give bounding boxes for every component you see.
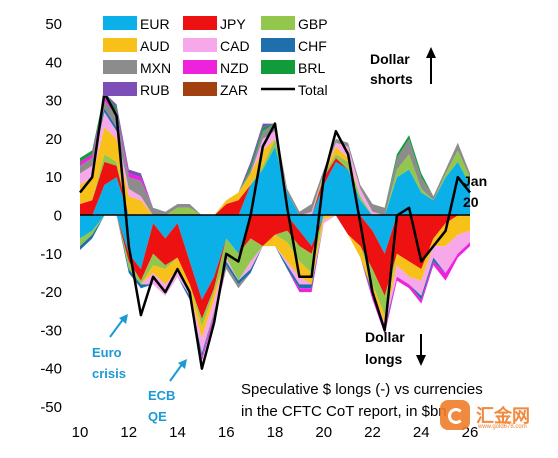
y-tick-label: 50	[45, 16, 62, 33]
y-tick-label: -10	[40, 246, 62, 263]
legend-swatch-jpy	[183, 16, 217, 30]
legend: EUR JPY GBP AUD CAD CHF MXN NZD BRL RUB ZAR Total	[103, 16, 328, 98]
stacked-areas	[80, 92, 470, 361]
legend-swatch-aud	[103, 38, 137, 52]
dollar-longs-label-2: longs	[365, 351, 403, 367]
x-tick-label: 18	[267, 424, 284, 441]
legend-label-eur: EUR	[140, 16, 170, 32]
y-tick-label: -50	[40, 399, 62, 416]
jan-label: Jan	[463, 173, 487, 189]
y-tick-label: 40	[45, 54, 62, 71]
y-tick-label: 30	[45, 93, 62, 110]
x-tick-label: 12	[120, 424, 137, 441]
x-tick-label: 24	[413, 424, 430, 441]
euro-crisis-arrow-icon	[109, 314, 128, 338]
legend-label-brl: BRL	[298, 60, 325, 76]
x-tick-label: 16	[218, 424, 235, 441]
legend-swatch-eur	[103, 16, 137, 30]
dollar-longs-label: Dollar	[365, 329, 405, 345]
legend-label-rub: RUB	[140, 82, 170, 98]
area-cad-long	[80, 112, 470, 216]
legend-label-mxn: MXN	[140, 60, 171, 76]
legend-swatch-cad	[183, 38, 217, 52]
area-eur-long	[80, 146, 470, 216]
legend-swatch-nzd	[183, 60, 217, 74]
legend-label-total: Total	[298, 82, 328, 98]
euro-crisis-label: Euro	[92, 345, 122, 360]
legend-label-nzd: NZD	[220, 60, 249, 76]
y-tick-label: 20	[45, 131, 62, 148]
total-line-group	[79, 91, 471, 370]
legend-label-chf: CHF	[298, 38, 327, 54]
y-tick-label: -20	[40, 284, 62, 301]
y-tick-label: -30	[40, 322, 62, 339]
jan-label-2: 20	[463, 194, 479, 210]
down-arrow-icon	[416, 334, 426, 366]
caption-line-1: Speculative $ longs (-) vs currencies	[241, 381, 483, 398]
x-axis: 10 12 14 16 18 20 22 24 26	[72, 424, 479, 441]
y-axis: 50 40 30 20 10 0 -10 -20 -30 -40 -50	[40, 16, 62, 416]
legend-swatch-gbp	[261, 16, 295, 30]
y-tick-label: 10	[45, 169, 62, 186]
legend-label-zar: ZAR	[220, 82, 248, 98]
x-tick-label: 10	[72, 424, 89, 441]
watermark-text: 汇金网	[476, 406, 530, 426]
area-jpy-short	[80, 215, 470, 319]
euro-crisis-label-2: crisis	[92, 366, 126, 381]
caption-line-2: in the CFTC CoT report, in $bn	[241, 403, 447, 420]
x-tick-label: 14	[169, 424, 186, 441]
legend-swatch-mxn	[103, 60, 137, 74]
y-tick-label: 0	[54, 208, 62, 225]
legend-swatch-zar	[183, 82, 217, 96]
x-tick-label: 20	[315, 424, 332, 441]
legend-label-jpy: JPY	[220, 16, 246, 32]
legend-swatch-chf	[261, 38, 295, 52]
legend-swatch-rub	[103, 82, 137, 96]
watermark: 汇金网	[440, 398, 554, 432]
up-arrow-icon	[426, 47, 436, 84]
x-tick-label: 22	[364, 424, 381, 441]
watermark-logo-icon	[440, 400, 470, 430]
legend-label-aud: AUD	[140, 38, 170, 54]
ecb-qe-label: ECB	[148, 388, 175, 403]
y-tick-label: -40	[40, 361, 62, 378]
ecb-qe-label-2: QE	[148, 409, 167, 424]
legend-label-cad: CAD	[220, 38, 250, 54]
series-total-line	[79, 91, 471, 370]
ecb-qe-arrow-icon	[169, 359, 187, 382]
area-aud-short	[80, 215, 470, 339]
dollar-shorts-label-2: shorts	[370, 71, 413, 87]
dollar-shorts-label: Dollar	[370, 51, 410, 67]
watermark-url: www.gold678.com	[478, 424, 527, 430]
legend-swatch-brl	[261, 60, 295, 74]
legend-label-gbp: GBP	[298, 16, 328, 32]
